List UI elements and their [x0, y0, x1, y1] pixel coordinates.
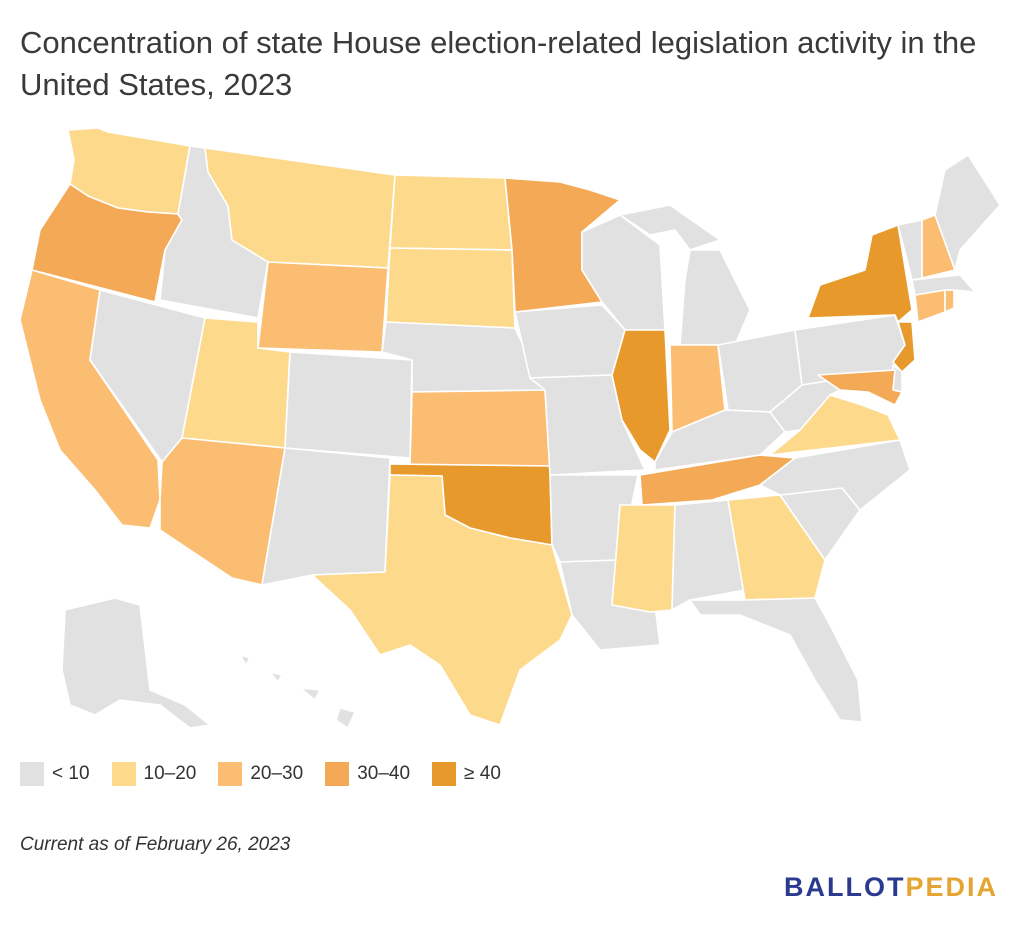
footnote: Current as of February 26, 2023	[20, 834, 291, 855]
state-NM[interactable]	[261, 447, 391, 586]
us-state-map	[19, 127, 1001, 729]
map-title: Concentration of state House election-re…	[20, 25, 977, 102]
state-IL[interactable]	[611, 329, 671, 463]
legend-label: ≥ 40	[464, 763, 501, 784]
state-MD[interactable]	[817, 369, 903, 406]
state-ME[interactable]	[934, 154, 1001, 271]
legend-item-30-40: 30–40	[325, 762, 410, 786]
state-AL[interactable]	[671, 499, 746, 611]
state-TX[interactable]	[311, 474, 573, 726]
legend-swatch	[20, 762, 44, 786]
state-FL[interactable]	[689, 597, 863, 723]
legend-swatch	[325, 762, 350, 786]
legend-item-gte40: ≥ 40	[432, 762, 501, 786]
state-CO[interactable]	[284, 351, 413, 459]
legend-label: 20–30	[250, 763, 304, 784]
legend-swatch	[218, 762, 243, 786]
state-SD[interactable]	[385, 247, 516, 333]
state-ND[interactable]	[389, 174, 513, 251]
state-RI[interactable]	[944, 289, 955, 313]
legend: < 10 10–20 20–30 30–40 ≥ 40	[20, 762, 523, 786]
state-HI[interactable]	[239, 654, 356, 729]
state-KS[interactable]	[409, 389, 551, 467]
legend-item-20-30: 20–30	[218, 762, 303, 786]
legend-item-10-20: 10–20	[111, 762, 197, 786]
state-NC[interactable]	[759, 439, 911, 511]
logo-part-2: PEDIA	[905, 872, 998, 902]
state-GA[interactable]	[727, 494, 826, 601]
logo-part-1: BALLOT	[783, 872, 906, 902]
legend-label: 10–20	[143, 763, 197, 784]
legend-swatch	[432, 762, 457, 786]
legend-label: 30–40	[357, 763, 411, 784]
state-WY[interactable]	[257, 261, 389, 353]
legend-item-lt10: < 10	[20, 762, 90, 786]
state-MS[interactable]	[611, 504, 676, 613]
state-IA[interactable]	[514, 304, 626, 379]
state-AK[interactable]	[61, 597, 211, 729]
ballotpedia-logo: BALLOTPEDIA	[784, 872, 998, 903]
legend-swatch	[111, 762, 136, 786]
legend-label: < 10	[52, 763, 90, 784]
state-NY[interactable]	[807, 224, 913, 323]
state-MA[interactable]	[911, 274, 976, 296]
